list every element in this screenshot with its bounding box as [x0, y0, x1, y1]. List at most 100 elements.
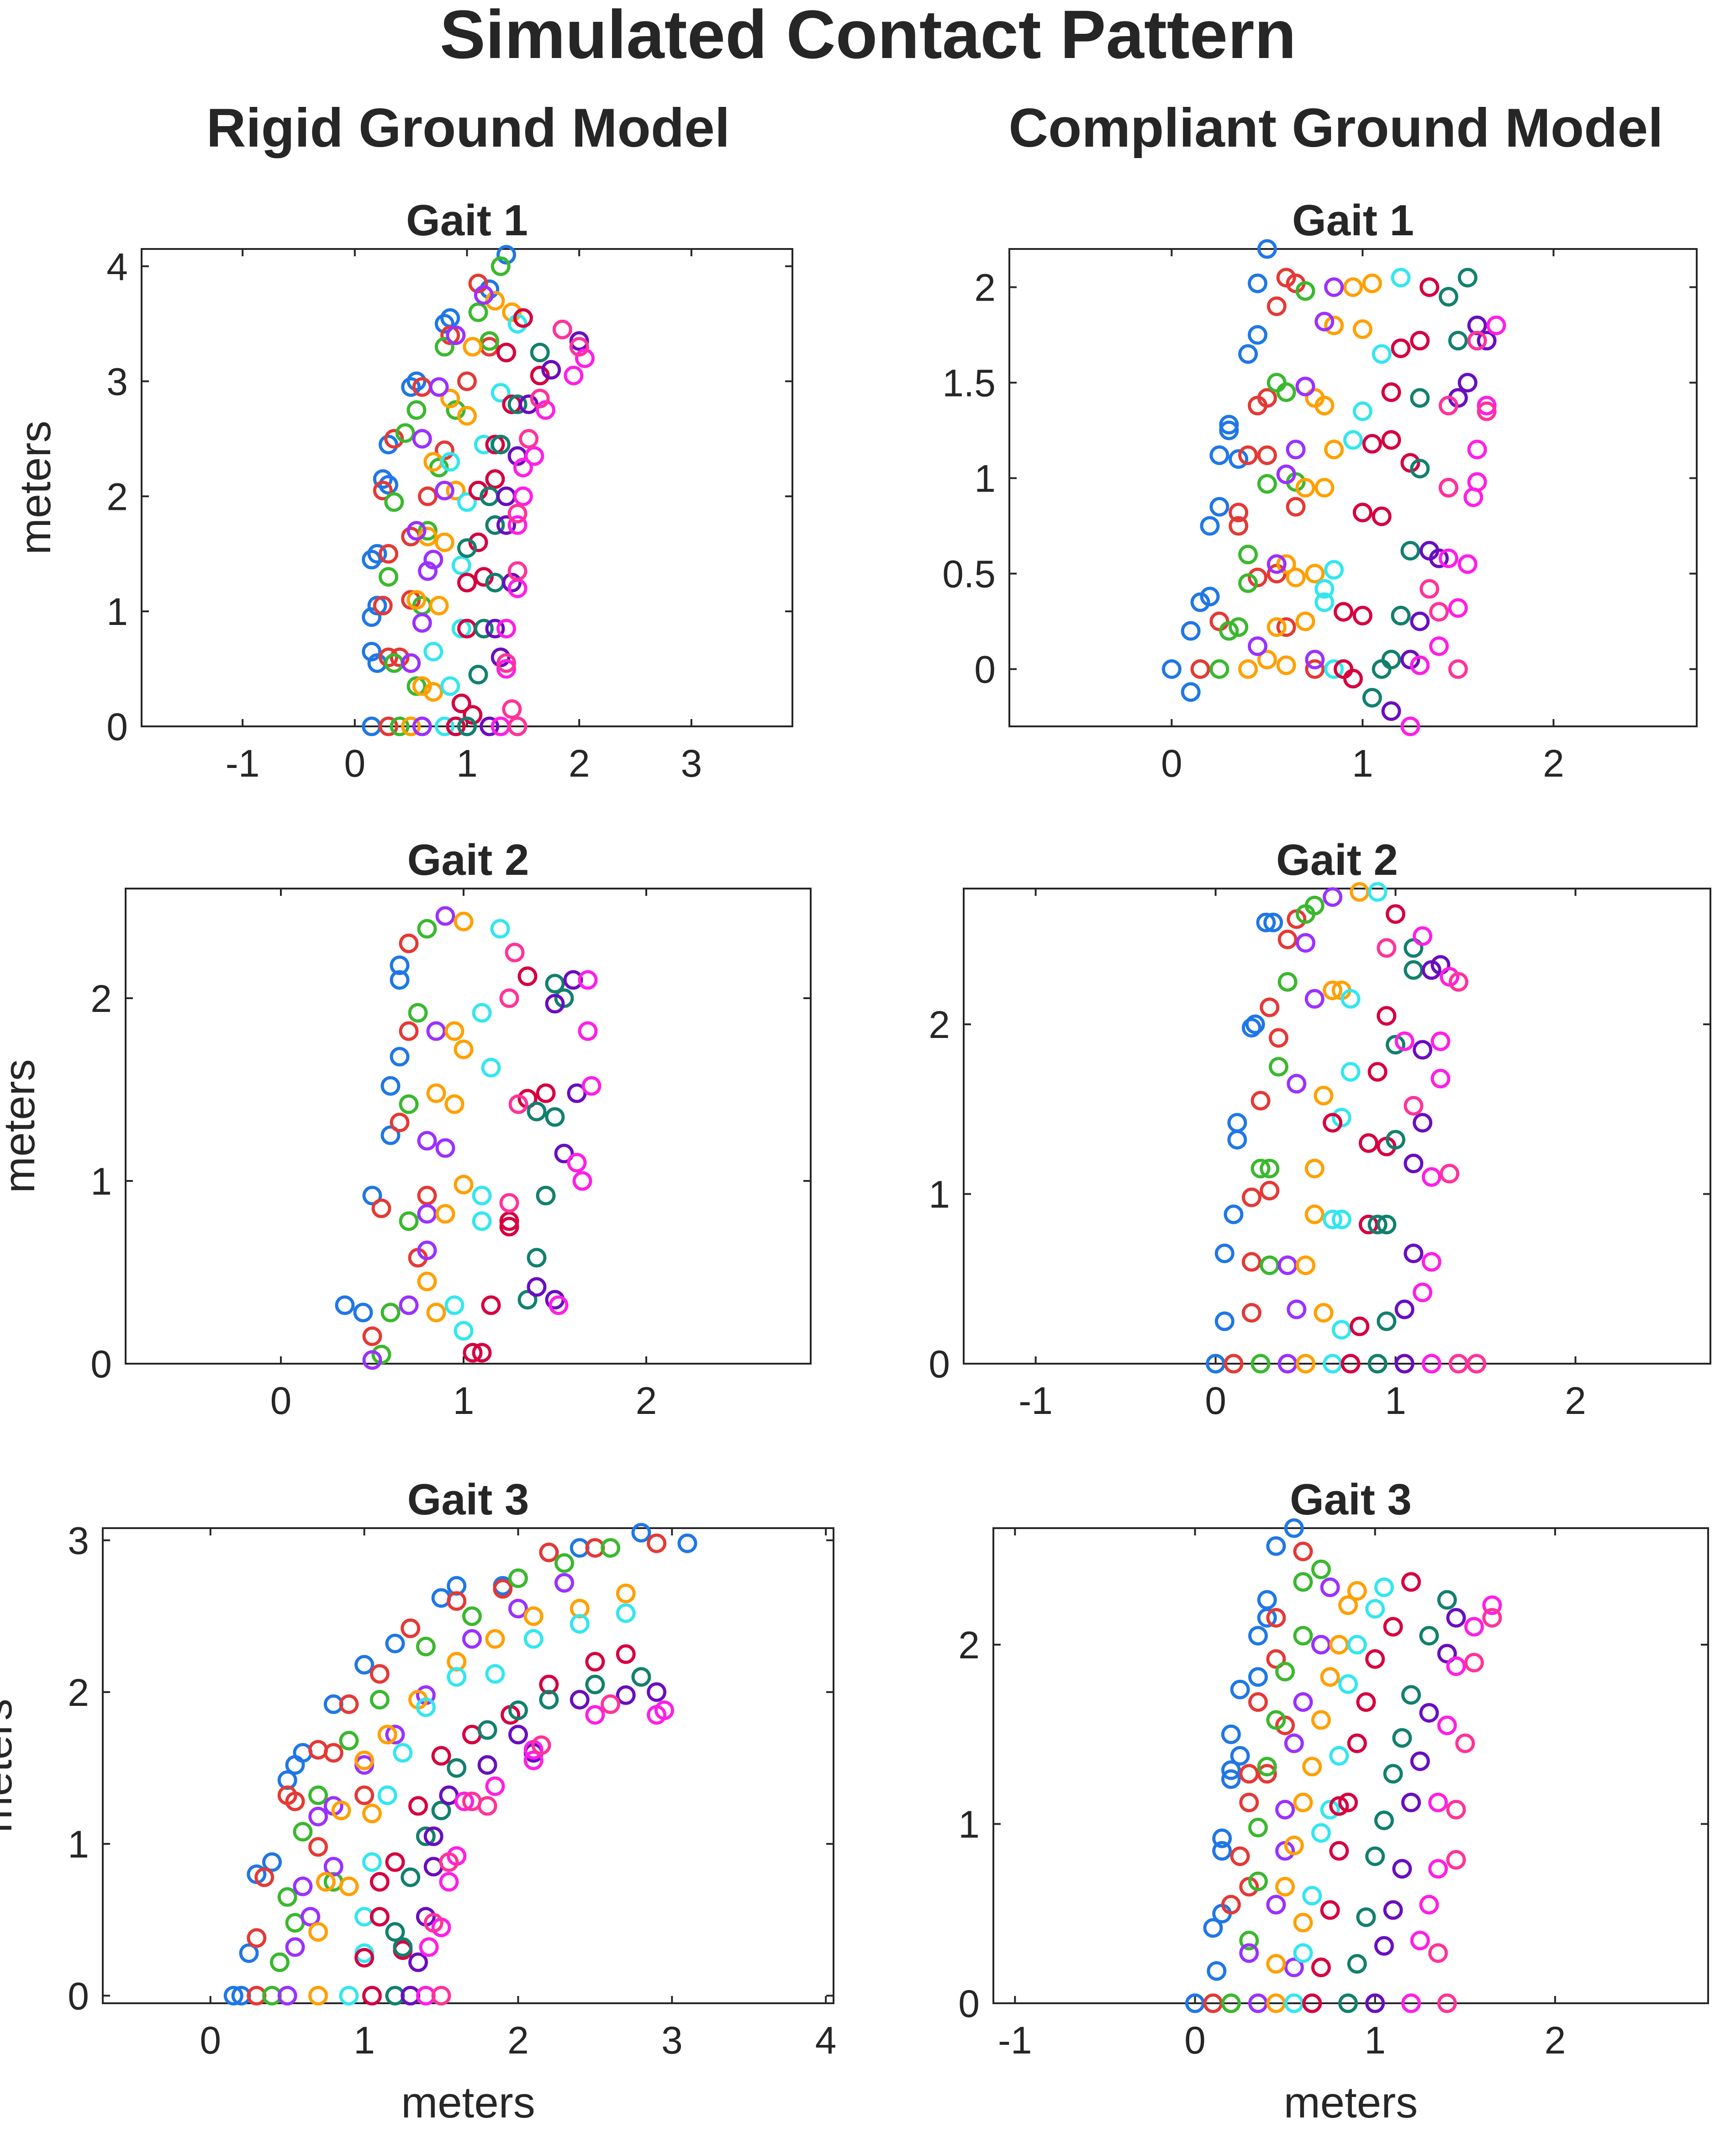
series-pink	[496, 319, 589, 736]
data-point	[1340, 989, 1361, 1009]
data-point	[1486, 315, 1506, 335]
data-point	[439, 1852, 459, 1872]
data-point	[1419, 277, 1440, 297]
data-point	[1248, 1871, 1268, 1891]
y-tick-label: 1	[68, 1823, 89, 1866]
data-point	[1276, 617, 1296, 637]
series-indigo	[1365, 1608, 1466, 2013]
data-point	[507, 561, 528, 581]
series-blue	[1206, 912, 1283, 1374]
data-point	[1276, 655, 1296, 675]
x-tick-label: 0	[1184, 2019, 1206, 2062]
data-point	[570, 1689, 590, 1710]
data-point	[1477, 396, 1497, 416]
data-point	[472, 1003, 492, 1023]
data-point	[539, 1689, 559, 1710]
data-point	[1394, 1299, 1414, 1319]
data-point	[1377, 938, 1397, 958]
data-point	[1377, 1006, 1397, 1026]
series-green	[1209, 281, 1315, 679]
data-point	[1428, 1859, 1448, 1879]
data-point	[496, 653, 516, 673]
data-point	[1413, 1282, 1433, 1302]
data-point	[1293, 1572, 1313, 1592]
x-axis-label: meters	[401, 2078, 535, 2127]
data-point	[524, 446, 544, 466]
series-purple	[1247, 277, 1344, 670]
data-point	[308, 1806, 328, 1826]
data-point	[1247, 273, 1267, 293]
data-point	[1362, 434, 1382, 454]
data-point	[1340, 1354, 1361, 1374]
data-point	[1248, 1692, 1268, 1712]
data-point	[1302, 1757, 1322, 1777]
data-point	[523, 1629, 543, 1649]
data-point	[567, 1153, 587, 1173]
subplot-title: Gait 3	[407, 1475, 529, 1524]
data-point	[1463, 487, 1483, 507]
series-magenta	[491, 348, 595, 736]
y-tick-label: 1	[106, 590, 128, 633]
data-point	[401, 716, 421, 736]
data-point	[285, 1937, 305, 1957]
data-point	[416, 1636, 436, 1657]
data-point	[1439, 287, 1459, 307]
data-point	[1400, 453, 1420, 473]
data-point	[1304, 989, 1324, 1009]
data-point	[1323, 887, 1343, 907]
data-point	[1446, 1850, 1466, 1870]
data-point	[654, 1700, 674, 1720]
data-point	[1347, 1635, 1367, 1655]
data-point	[1238, 445, 1258, 465]
data-point	[1457, 554, 1477, 574]
data-point	[1224, 1354, 1244, 1374]
data-point	[513, 457, 533, 477]
data-point	[1413, 1113, 1433, 1133]
data-point	[429, 377, 449, 397]
data-point	[1219, 621, 1239, 641]
x-tick-label: 3	[681, 742, 702, 785]
data-point	[408, 1003, 428, 1023]
data-point	[468, 532, 488, 552]
data-point	[401, 653, 421, 673]
x-tick-label: 0	[200, 2019, 221, 2062]
series-green	[371, 919, 437, 1365]
data-point	[1314, 1085, 1334, 1106]
data-point	[447, 1591, 467, 1611]
data-point	[1248, 1625, 1268, 1646]
data-point	[454, 1039, 474, 1059]
data-point	[531, 1735, 551, 1755]
axes-box	[992, 1527, 1709, 2004]
data-point	[1338, 1595, 1358, 1615]
data-point	[434, 716, 454, 736]
data-point	[1284, 1836, 1304, 1856]
data-point	[1404, 1154, 1424, 1174]
data-point	[1367, 1354, 1388, 1374]
data-point	[1286, 497, 1306, 517]
data-point	[601, 1538, 621, 1558]
y-tick-label: 0	[974, 648, 996, 691]
data-point	[440, 452, 460, 472]
data-point	[1276, 554, 1296, 574]
data-point	[1247, 567, 1267, 588]
data-point	[1212, 1828, 1232, 1848]
data-point	[1257, 1757, 1277, 1777]
data-point	[369, 1689, 390, 1710]
data-point	[631, 1667, 651, 1687]
data-point	[554, 1573, 575, 1593]
data-point	[1203, 1918, 1223, 1938]
data-point	[454, 911, 474, 932]
data-point	[440, 676, 460, 696]
data-point	[423, 1913, 443, 1933]
data-point	[502, 572, 522, 593]
data-point	[1302, 1886, 1322, 1906]
data-point	[269, 1952, 290, 1972]
series-purple	[362, 906, 455, 1370]
data-point	[1304, 1204, 1324, 1224]
data-point	[1331, 1209, 1351, 1229]
data-point	[585, 1705, 605, 1725]
data-point	[1263, 912, 1283, 932]
data-point	[1314, 592, 1335, 612]
data-point	[539, 1542, 559, 1562]
data-point	[1266, 1710, 1286, 1730]
